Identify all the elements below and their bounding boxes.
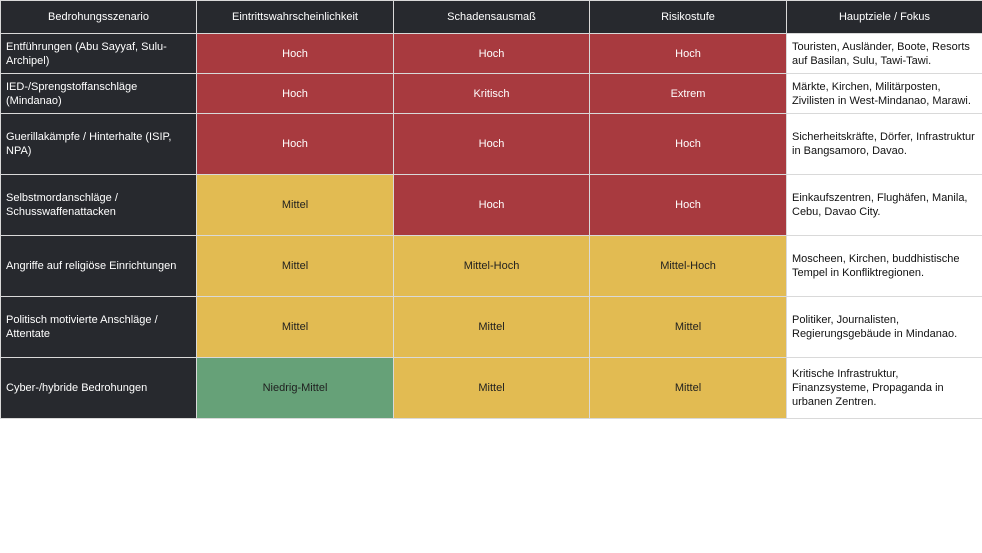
scenario-cell: IED-/Sprengstoffanschläge (Mindanao) — [0, 73, 197, 114]
risk-level-cell: Hoch — [589, 174, 787, 236]
col-header-scenario: Bedrohungsszenario — [0, 0, 197, 34]
focus-cell: Einkaufszentren, Flughäfen, Manila, Cebu… — [786, 174, 982, 236]
table-row: IED-/Sprengstoffanschläge (Mindanao) Hoc… — [0, 73, 982, 114]
probability-cell: Hoch — [196, 113, 394, 175]
col-header-focus: Hauptziele / Fokus — [786, 0, 982, 34]
probability-cell: Hoch — [196, 33, 394, 74]
table-row: Cyber-/hybride Bedrohungen Niedrig-Mitte… — [0, 357, 982, 419]
probability-cell: Mittel — [196, 296, 394, 358]
table-row: Politisch motivierte Anschläge / Attenta… — [0, 296, 982, 358]
impact-cell: Hoch — [393, 174, 590, 236]
col-header-impact: Schadensausmaß — [393, 0, 590, 34]
risk-level-cell: Mittel — [589, 357, 787, 419]
focus-cell: Moscheen, Kirchen, buddhistische Tempel … — [786, 235, 982, 297]
col-header-risk: Risikostufe — [589, 0, 787, 34]
focus-cell: Sicherheitskräfte, Dörfer, Infrastruktur… — [786, 113, 982, 175]
focus-cell: Märkte, Kirchen, Militärposten, Zivilist… — [786, 73, 982, 114]
threat-matrix-table: Bedrohungsszenario Eintrittswahrscheinli… — [0, 0, 982, 419]
focus-cell: Politiker, Journalisten, Regierungsgebäu… — [786, 296, 982, 358]
risk-level-cell: Extrem — [589, 73, 787, 114]
table-row: Entführungen (Abu Sayyaf, Sulu-Archipel)… — [0, 33, 982, 74]
risk-level-cell: Mittel-Hoch — [589, 235, 787, 297]
impact-cell: Kritisch — [393, 73, 590, 114]
risk-level-cell: Hoch — [589, 113, 787, 175]
scenario-cell: Guerillakämpfe / Hinterhalte (ISIP, NPA) — [0, 113, 197, 175]
impact-cell: Hoch — [393, 33, 590, 74]
focus-cell: Kritische Infrastruktur, Finanzsysteme, … — [786, 357, 982, 419]
table-row: Selbstmordanschläge / Schusswaffenattack… — [0, 174, 982, 236]
impact-cell: Mittel — [393, 357, 590, 419]
scenario-cell: Entführungen (Abu Sayyaf, Sulu-Archipel) — [0, 33, 197, 74]
scenario-cell: Angriffe auf religiöse Einrichtungen — [0, 235, 197, 297]
probability-cell: Mittel — [196, 235, 394, 297]
impact-cell: Hoch — [393, 113, 590, 175]
risk-level-cell: Hoch — [589, 33, 787, 74]
probability-cell: Hoch — [196, 73, 394, 114]
table-row: Guerillakämpfe / Hinterhalte (ISIP, NPA)… — [0, 113, 982, 175]
impact-cell: Mittel-Hoch — [393, 235, 590, 297]
col-header-probability: Eintrittswahrscheinlichkeit — [196, 0, 394, 34]
risk-level-cell: Mittel — [589, 296, 787, 358]
table-header-row: Bedrohungsszenario Eintrittswahrscheinli… — [0, 0, 982, 34]
probability-cell: Mittel — [196, 174, 394, 236]
scenario-cell: Politisch motivierte Anschläge / Attenta… — [0, 296, 197, 358]
scenario-cell: Cyber-/hybride Bedrohungen — [0, 357, 197, 419]
probability-cell: Niedrig-Mittel — [196, 357, 394, 419]
focus-cell: Touristen, Ausländer, Boote, Resorts auf… — [786, 33, 982, 74]
table-row: Angriffe auf religiöse Einrichtungen Mit… — [0, 235, 982, 297]
impact-cell: Mittel — [393, 296, 590, 358]
scenario-cell: Selbstmordanschläge / Schusswaffenattack… — [0, 174, 197, 236]
